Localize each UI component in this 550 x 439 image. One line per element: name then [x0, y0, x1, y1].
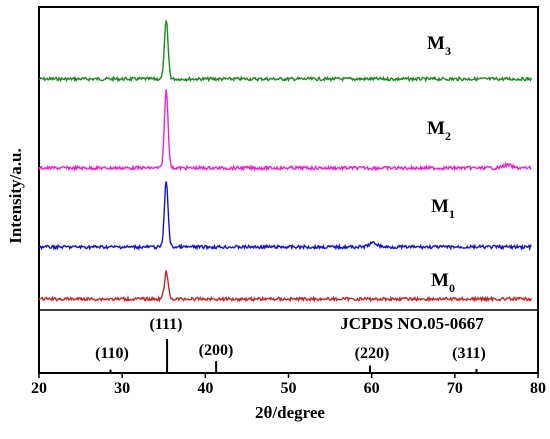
x-tick-label: 80: [530, 380, 546, 397]
series-line-m0: [38, 270, 532, 303]
reference-label: JCPDS NO.05-0667: [340, 314, 484, 333]
hkl-label: (220): [355, 345, 390, 362]
x-tick-label: 60: [364, 380, 380, 397]
hkl-label: (311): [452, 345, 486, 362]
reference-pattern: (110) (111) (200) (220) (311): [95, 316, 486, 373]
x-tick-label: 40: [197, 380, 213, 397]
hkl-label: (111): [150, 316, 183, 333]
series-labels: M3 M2 M1 M0: [427, 33, 455, 295]
x-axis: 20 30 40 50 60 70 80: [31, 373, 546, 397]
series-line-m1: [38, 181, 532, 252]
series-layer: [38, 20, 532, 303]
x-tick-label: 30: [114, 380, 130, 397]
hkl-label: (110): [95, 345, 129, 362]
x-tick-label: 70: [447, 380, 463, 397]
x-tick-label: 20: [31, 380, 47, 397]
series-label-m3: M3: [427, 33, 451, 58]
series-label-m0: M0: [431, 270, 455, 295]
x-axis-label: 2θ/degree: [255, 403, 325, 422]
series-line-m3: [38, 20, 532, 83]
hkl-label: (200): [199, 342, 234, 359]
y-axis-label: Intensity/a.u.: [6, 148, 25, 243]
x-tick-label: 50: [281, 380, 297, 397]
series-line-m2: [38, 89, 532, 172]
series-label-m1: M1: [431, 196, 455, 221]
series-label-m2: M2: [427, 118, 451, 143]
